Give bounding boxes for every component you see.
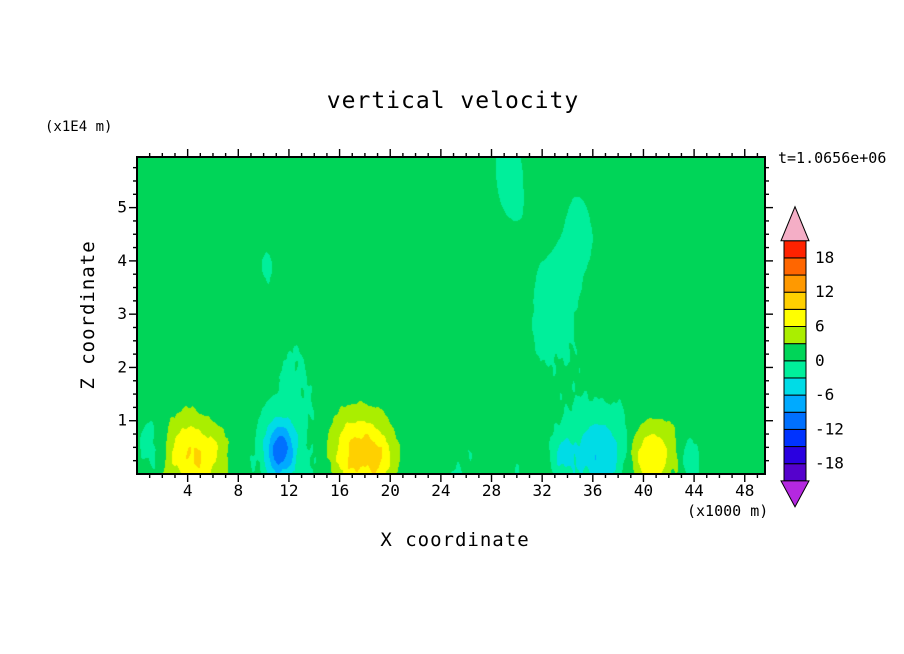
colorbar-band bbox=[783, 325, 807, 345]
colorbar-band bbox=[783, 240, 807, 259]
time-annotation: t=1.0656e+06 bbox=[778, 149, 887, 167]
x-tick-label: 20 bbox=[381, 481, 400, 500]
z-tick-label: 4 bbox=[117, 251, 127, 270]
x-tick-label: 4 bbox=[183, 481, 193, 500]
x-tick-label: 32 bbox=[533, 481, 552, 500]
x-tick-label: 48 bbox=[735, 481, 754, 500]
z-tick-label: 2 bbox=[117, 357, 127, 376]
x-tick-label: 44 bbox=[684, 481, 703, 500]
colorbar-band bbox=[783, 377, 807, 396]
x-axis-unit-label: (x1000 m) bbox=[687, 502, 769, 520]
colorbar-band bbox=[783, 257, 807, 276]
colorbar-band bbox=[783, 411, 807, 430]
colorbar-band bbox=[783, 463, 807, 482]
colorbar-tick-label: 6 bbox=[815, 316, 825, 335]
x-tick-label: 8 bbox=[233, 481, 243, 500]
colorbar-arrow-low bbox=[780, 480, 810, 508]
z-axis-title: Z coordinate bbox=[77, 240, 99, 390]
colorbar-band bbox=[783, 428, 807, 448]
x-axis-title: X coordinate bbox=[380, 529, 530, 551]
colorbar-band bbox=[783, 446, 807, 465]
chart-title: vertical velocity bbox=[326, 88, 580, 114]
z-tick-label: 3 bbox=[117, 304, 127, 323]
z-tick-label: 1 bbox=[117, 411, 127, 430]
x-tick-label: 40 bbox=[634, 481, 653, 500]
z-axis-unit-label: (x1E4 m) bbox=[45, 119, 113, 135]
colorbar-band bbox=[783, 360, 807, 379]
x-tick-label: 12 bbox=[279, 481, 298, 500]
colorbar: 18 12 6 0 -6 -12 -18 bbox=[780, 205, 844, 508]
colorbar-band bbox=[783, 291, 807, 310]
colorbar-tick-label: -12 bbox=[815, 419, 844, 438]
colorbar-arrow-high bbox=[780, 205, 810, 242]
colorbar-band bbox=[783, 274, 807, 293]
z-tick-label: 5 bbox=[117, 198, 127, 217]
x-tick-label: 28 bbox=[482, 481, 501, 500]
colorbar-tick-label: 12 bbox=[815, 282, 834, 301]
x-tick-label: 16 bbox=[330, 481, 349, 500]
colorbar-band bbox=[783, 343, 807, 362]
colorbar-tick-label: -18 bbox=[815, 454, 844, 473]
contour-field-canvas bbox=[137, 157, 765, 474]
colorbar-tick-label: 18 bbox=[815, 248, 834, 267]
colorbar-band bbox=[783, 394, 807, 413]
x-tick-label: 36 bbox=[583, 481, 602, 500]
x-tick-label: 24 bbox=[431, 481, 450, 500]
colorbar-band bbox=[783, 308, 807, 327]
colorbar-tick-label: 0 bbox=[815, 351, 825, 370]
colorbar-tick-label: -6 bbox=[815, 385, 834, 404]
